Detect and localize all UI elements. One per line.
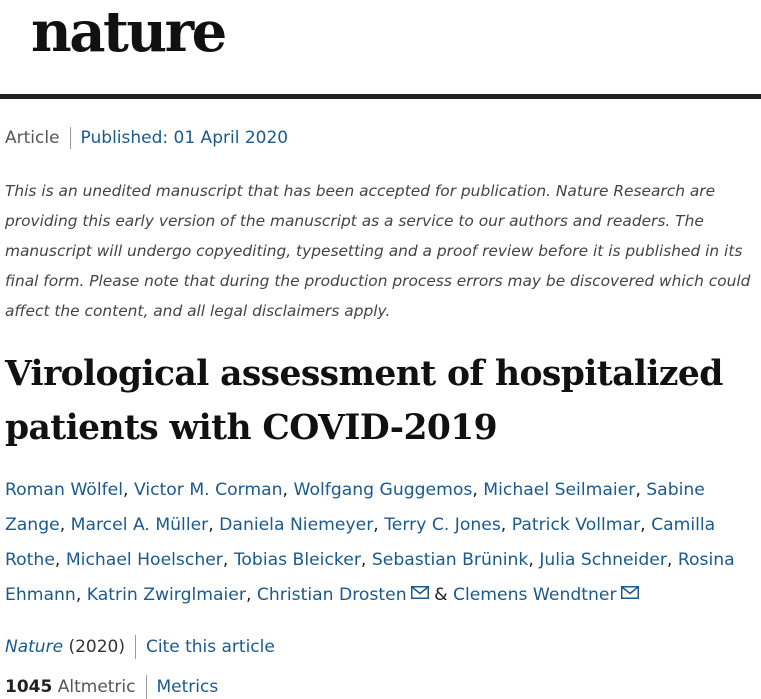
meta-divider	[69, 127, 71, 149]
author-link[interactable]: Roman Wölfel	[5, 480, 123, 500]
author-link[interactable]: Katrin Zwirglmaier	[86, 585, 246, 605]
author-link[interactable]: Patrick Vollmar	[511, 515, 641, 535]
author-link[interactable]: Victor M. Corman	[133, 480, 283, 500]
metrics-line: 1045 Altmetric Metrics	[5, 675, 218, 699]
author-link[interactable]: Rosina Ehmann	[5, 550, 735, 605]
citation-year: (2020)	[68, 637, 125, 657]
author-link[interactable]: Sebastian Brünink	[371, 550, 529, 570]
nature-logo[interactable]: nature	[31, 0, 227, 65]
article-meta: Article Published: 01 April 2020	[5, 127, 288, 149]
envelope-icon[interactable]	[620, 586, 639, 599]
citation-divider	[134, 635, 136, 659]
author-link[interactable]: Christian Drosten	[256, 585, 407, 605]
author-link[interactable]: Wolfgang Guggemos	[293, 480, 473, 500]
altmetric-count: 1045	[5, 677, 53, 697]
article-type: Article	[5, 128, 60, 148]
author-link[interactable]: Michael Seilmaier	[483, 480, 636, 500]
metrics-divider	[145, 675, 147, 699]
author-link[interactable]: Terry C. Jones	[384, 515, 501, 535]
metrics-link[interactable]: Metrics	[156, 677, 219, 697]
author-joiner: &	[434, 585, 448, 605]
author-link[interactable]: Daniela Niemeyer	[219, 515, 374, 535]
author-link[interactable]: Marcel A. Müller	[70, 515, 209, 535]
author-link[interactable]: Clemens Wendtner	[452, 585, 617, 605]
page-title: Virological assessment of hospitalized p…	[5, 354, 723, 448]
author-link[interactable]: Michael Hoelscher	[65, 550, 223, 570]
cite-article-link[interactable]: Cite this article	[145, 637, 275, 657]
author-list: Roman Wölfel, Victor M. Corman, Wolfgang…	[5, 480, 735, 605]
envelope-icon[interactable]	[410, 586, 429, 599]
published-date[interactable]: Published: 01 April 2020	[80, 128, 289, 148]
journal-name[interactable]: Nature	[5, 637, 64, 657]
author-link[interactable]: Sabine Zange	[5, 480, 705, 535]
altmetric-label: Altmetric	[57, 677, 136, 697]
author-link[interactable]: Tobias Bleicker	[233, 550, 361, 570]
header-rule	[0, 94, 761, 99]
manuscript-notice: This is an unedited manuscript that has …	[5, 182, 751, 320]
citation-line: Nature (2020) Cite this article	[5, 634, 275, 660]
author-link[interactable]: Julia Schneider	[539, 550, 667, 570]
author-link[interactable]: Camilla Rothe	[5, 515, 716, 570]
